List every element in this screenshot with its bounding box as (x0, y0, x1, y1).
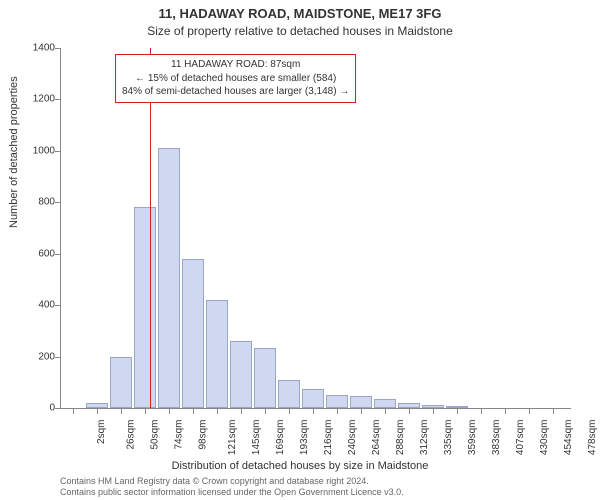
x-tick (313, 408, 314, 414)
y-tick-label: 600 (15, 248, 55, 259)
marker-callout: 11 HADAWAY ROAD: 87sqm ← 15% of detached… (115, 54, 356, 103)
histogram-bar (350, 396, 372, 408)
x-tick (97, 408, 98, 414)
y-tick-label: 1400 (15, 43, 55, 54)
x-tick (241, 408, 242, 414)
y-tick (55, 408, 61, 409)
x-tick-label: 359sqm (467, 420, 478, 456)
x-tick-label: 74sqm (174, 420, 185, 450)
x-tick-label: 478sqm (587, 420, 598, 456)
x-tick (385, 408, 386, 414)
x-tick-label: 26sqm (126, 420, 137, 450)
x-tick (121, 408, 122, 414)
y-tick-label: 800 (15, 197, 55, 208)
histogram-bar (134, 207, 156, 408)
x-tick (217, 408, 218, 414)
callout-line: ← 15% of detached houses are smaller (58… (122, 72, 349, 86)
x-tick (409, 408, 410, 414)
x-tick-label: 216sqm (323, 420, 334, 456)
x-tick-label: 169sqm (275, 420, 286, 456)
y-tick (55, 151, 61, 152)
y-tick (55, 305, 61, 306)
histogram-bar (326, 395, 348, 408)
x-tick-label: 383sqm (491, 420, 502, 456)
x-tick (505, 408, 506, 414)
x-tick (73, 408, 74, 414)
y-tick (55, 202, 61, 203)
x-tick-label: 264sqm (371, 420, 382, 456)
x-tick-label: 240sqm (347, 420, 358, 456)
x-tick (553, 408, 554, 414)
x-tick-label: 407sqm (515, 420, 526, 456)
y-tick-label: 0 (15, 403, 55, 414)
y-tick (55, 48, 61, 49)
x-tick (337, 408, 338, 414)
callout-line: 84% of semi-detached houses are larger (… (122, 85, 349, 99)
chart-container: 11, HADAWAY ROAD, MAIDSTONE, ME17 3FG Si… (0, 0, 600, 500)
x-tick-label: 430sqm (539, 420, 550, 456)
x-tick (193, 408, 194, 414)
x-tick-label: 145sqm (251, 420, 262, 456)
x-tick (433, 408, 434, 414)
x-tick (169, 408, 170, 414)
histogram-bar (230, 341, 252, 408)
histogram-bar (182, 259, 204, 408)
x-tick (457, 408, 458, 414)
histogram-bar (374, 399, 396, 408)
x-tick (481, 408, 482, 414)
histogram-bar (206, 300, 228, 408)
x-tick-label: 50sqm (150, 420, 161, 450)
x-tick-label: 454sqm (563, 420, 574, 456)
x-tick (529, 408, 530, 414)
attribution: Contains HM Land Registry data © Crown c… (60, 476, 570, 499)
y-tick-label: 1200 (15, 94, 55, 105)
x-tick-label: 288sqm (395, 420, 406, 456)
callout-line: 11 HADAWAY ROAD: 87sqm (122, 58, 349, 72)
y-tick (55, 254, 61, 255)
x-tick (265, 408, 266, 414)
histogram-bar (254, 348, 276, 408)
y-tick (55, 99, 61, 100)
y-tick-label: 200 (15, 351, 55, 362)
x-tick-label: 98sqm (198, 420, 209, 450)
histogram-bar (278, 380, 300, 408)
y-tick (55, 357, 61, 358)
x-tick-label: 312sqm (419, 420, 430, 456)
x-tick-label: 335sqm (443, 420, 454, 456)
x-tick-label: 121sqm (227, 420, 238, 456)
x-tick (361, 408, 362, 414)
page-subtitle: Size of property relative to detached ho… (0, 24, 600, 38)
y-tick-label: 400 (15, 300, 55, 311)
histogram-bar (158, 148, 180, 408)
attribution-line: Contains HM Land Registry data © Crown c… (60, 476, 570, 487)
y-tick-label: 1000 (15, 145, 55, 156)
x-tick (145, 408, 146, 414)
x-tick-label: 193sqm (299, 420, 310, 456)
attribution-line: Contains public sector information licen… (60, 487, 570, 498)
page-title: 11, HADAWAY ROAD, MAIDSTONE, ME17 3FG (0, 6, 600, 21)
histogram-bar (110, 357, 132, 408)
x-tick-label: 2sqm (96, 420, 107, 444)
x-tick (289, 408, 290, 414)
histogram-bar (302, 389, 324, 408)
x-axis-label: Distribution of detached houses by size … (0, 460, 600, 472)
